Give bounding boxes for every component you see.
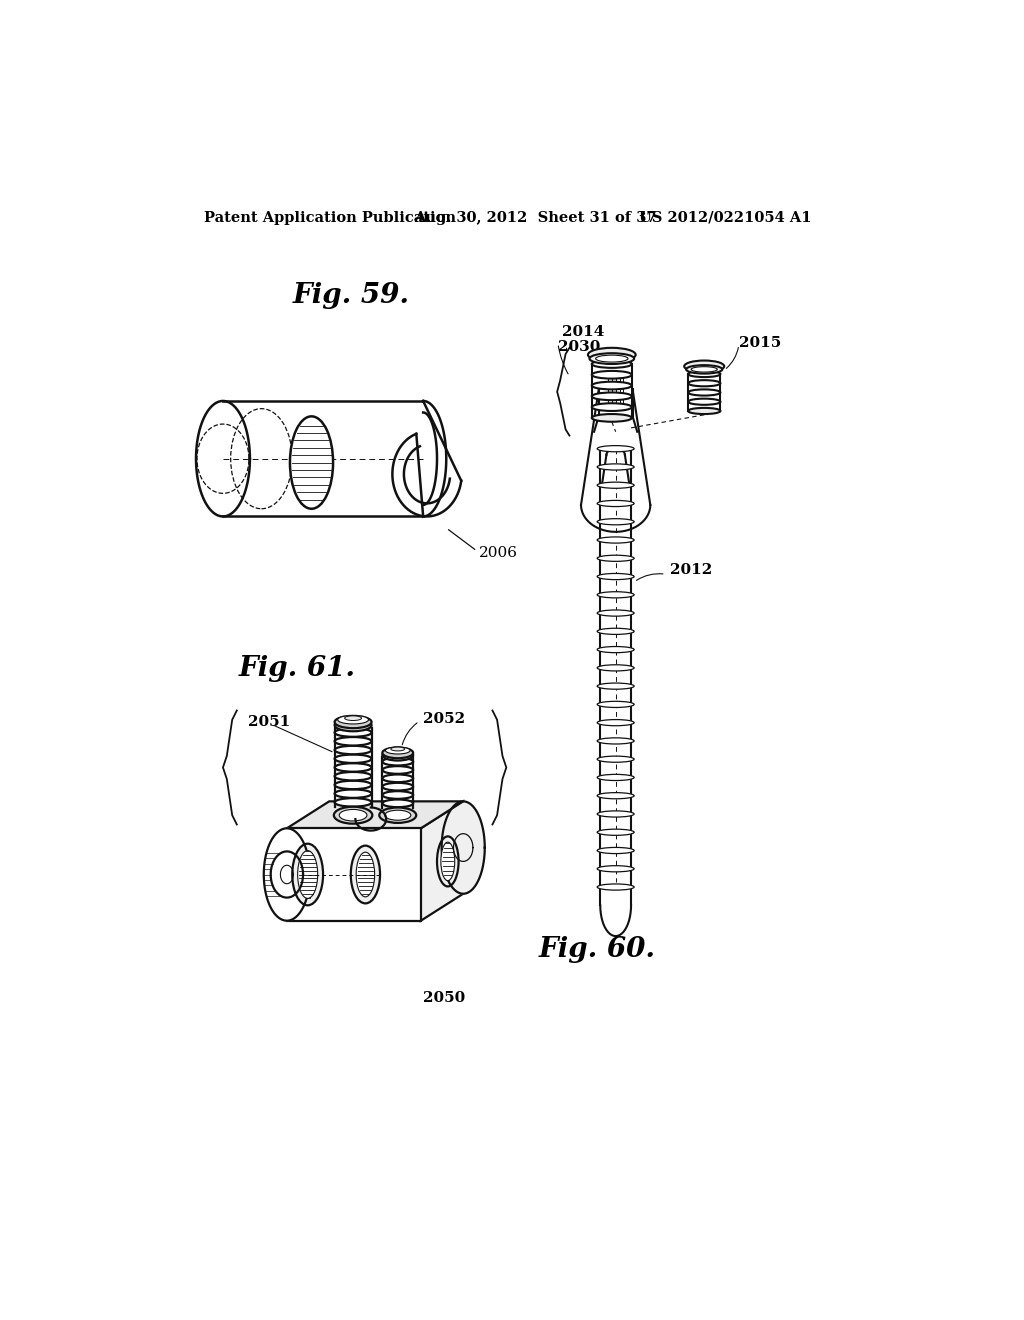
Ellipse shape [688, 389, 720, 396]
Text: US 2012/0221054 A1: US 2012/0221054 A1 [639, 211, 811, 224]
Polygon shape [441, 801, 484, 894]
Ellipse shape [688, 371, 720, 378]
Ellipse shape [335, 715, 372, 729]
Ellipse shape [382, 800, 413, 808]
Ellipse shape [597, 463, 634, 470]
Ellipse shape [597, 591, 634, 598]
Ellipse shape [597, 556, 634, 561]
Text: 2014: 2014 [562, 325, 604, 339]
Ellipse shape [379, 808, 416, 822]
Ellipse shape [597, 866, 634, 871]
Ellipse shape [382, 791, 413, 799]
Text: 2015: 2015 [739, 337, 781, 350]
Ellipse shape [597, 810, 634, 817]
Ellipse shape [688, 399, 720, 405]
Ellipse shape [597, 537, 634, 543]
Ellipse shape [335, 772, 372, 780]
Ellipse shape [592, 404, 632, 411]
Ellipse shape [597, 719, 634, 726]
Ellipse shape [335, 789, 372, 797]
Text: 2050: 2050 [423, 991, 466, 1005]
Polygon shape [287, 801, 463, 829]
Ellipse shape [597, 482, 634, 488]
Ellipse shape [382, 758, 413, 766]
Ellipse shape [592, 381, 632, 389]
Ellipse shape [590, 354, 634, 364]
Ellipse shape [292, 843, 323, 906]
Ellipse shape [335, 799, 372, 807]
Ellipse shape [437, 837, 459, 887]
Ellipse shape [334, 807, 373, 824]
Ellipse shape [298, 850, 317, 899]
Text: Fig. 60.: Fig. 60. [539, 936, 655, 964]
Ellipse shape [391, 747, 404, 751]
Ellipse shape [382, 775, 413, 783]
Polygon shape [287, 829, 421, 921]
Ellipse shape [592, 392, 632, 400]
Ellipse shape [441, 842, 455, 880]
Text: Aug. 30, 2012  Sheet 31 of 37: Aug. 30, 2012 Sheet 31 of 37 [414, 211, 656, 224]
Ellipse shape [351, 846, 380, 903]
Ellipse shape [335, 746, 372, 754]
Ellipse shape [686, 366, 722, 374]
Ellipse shape [385, 810, 411, 820]
Polygon shape [264, 829, 310, 920]
Ellipse shape [688, 408, 720, 414]
Ellipse shape [597, 829, 634, 836]
Ellipse shape [597, 682, 634, 689]
Ellipse shape [382, 766, 413, 774]
Ellipse shape [592, 371, 632, 379]
Ellipse shape [597, 792, 634, 799]
Text: 2051: 2051 [249, 715, 291, 729]
Ellipse shape [691, 367, 717, 372]
Ellipse shape [338, 715, 369, 723]
Ellipse shape [597, 519, 634, 525]
Text: Fig. 59.: Fig. 59. [292, 281, 410, 309]
Text: 2030: 2030 [558, 341, 600, 354]
Ellipse shape [597, 647, 634, 652]
Ellipse shape [684, 360, 724, 372]
Ellipse shape [382, 783, 413, 791]
Ellipse shape [597, 446, 634, 451]
Text: 2052: 2052 [423, 711, 465, 726]
Ellipse shape [290, 416, 333, 508]
Ellipse shape [597, 738, 634, 744]
Ellipse shape [592, 360, 632, 368]
Ellipse shape [597, 756, 634, 762]
Ellipse shape [382, 747, 413, 758]
Ellipse shape [335, 737, 372, 746]
Text: 2012: 2012 [670, 564, 712, 577]
Ellipse shape [345, 715, 361, 721]
Ellipse shape [382, 750, 413, 760]
Text: Fig. 61.: Fig. 61. [239, 655, 355, 682]
Ellipse shape [596, 355, 628, 362]
Polygon shape [421, 801, 463, 921]
Ellipse shape [335, 729, 372, 737]
Ellipse shape [335, 719, 372, 731]
Ellipse shape [597, 628, 634, 635]
Ellipse shape [335, 755, 372, 763]
Ellipse shape [356, 853, 375, 896]
Ellipse shape [339, 809, 367, 821]
Ellipse shape [597, 665, 634, 671]
Ellipse shape [597, 500, 634, 507]
Ellipse shape [385, 747, 410, 754]
Ellipse shape [597, 884, 634, 890]
Ellipse shape [688, 380, 720, 387]
Ellipse shape [597, 573, 634, 579]
Text: 2006: 2006 [479, 545, 518, 560]
Text: Patent Application Publication: Patent Application Publication [204, 211, 456, 224]
Ellipse shape [597, 775, 634, 780]
Ellipse shape [588, 348, 636, 362]
Ellipse shape [592, 414, 632, 422]
Ellipse shape [597, 610, 634, 616]
Ellipse shape [597, 847, 634, 854]
Ellipse shape [335, 763, 372, 772]
Ellipse shape [335, 780, 372, 789]
Ellipse shape [597, 701, 634, 708]
